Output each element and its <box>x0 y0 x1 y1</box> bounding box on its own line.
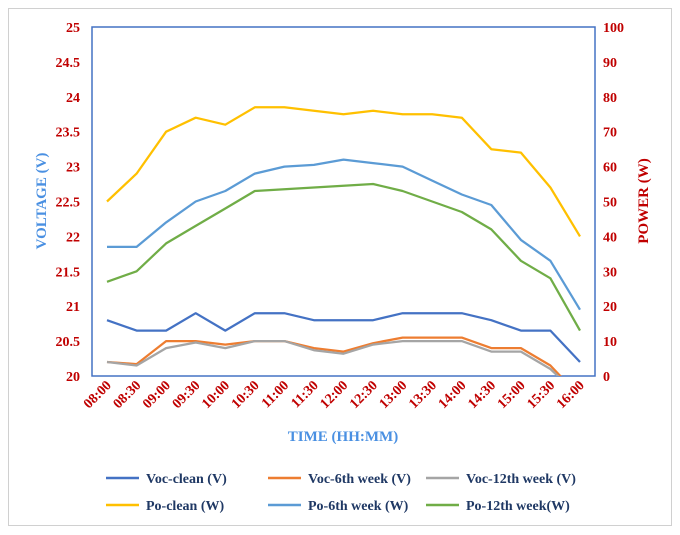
y-tick-label: 22 <box>66 230 80 245</box>
y2-tick-label: 0 <box>603 370 610 385</box>
series-line-0 <box>106 312 581 363</box>
x-tick-label: 10:30 <box>229 378 263 412</box>
y-tick-label: 22.5 <box>56 196 81 211</box>
y2-tick-label: 90 <box>603 56 617 71</box>
series-line-4 <box>107 158 581 311</box>
x-tick-label: 13:30 <box>406 378 440 412</box>
series-line-5 <box>106 182 581 332</box>
y2-tick-label: 40 <box>603 230 617 245</box>
y2-tick-label: 10 <box>603 335 617 350</box>
x-tick-label: 08:30 <box>111 378 145 412</box>
plot-area <box>91 26 596 377</box>
y2-axis-title-power: POWER (W) <box>636 158 652 243</box>
series-lines <box>106 106 581 376</box>
y-tick-label: 24 <box>66 91 80 106</box>
legend: Voc-clean (V) Voc-6th week (V) Voc-12th we… <box>106 472 576 514</box>
x-axis-title-time: TIME (HH:MM) <box>288 429 398 445</box>
y2-tick-label: 30 <box>603 265 617 280</box>
legend-label: Voc-12th week (V) <box>466 472 576 487</box>
x-tick-label: 13:00 <box>377 378 411 412</box>
y2-tick-label: 100 <box>603 21 624 36</box>
y2-tick-label: 60 <box>603 161 617 176</box>
x-tick-label: 14:00 <box>436 378 470 412</box>
y-tick-label: 20 <box>66 370 80 385</box>
y-tick-label: 21.5 <box>56 265 81 280</box>
x-tick-label: 08:00 <box>81 378 115 412</box>
legend-label: Po-6th week (W) <box>308 499 409 514</box>
series-line-3 <box>106 106 581 237</box>
legend-label: Po-12th week(W) <box>466 499 570 514</box>
x-tick-label: 15:00 <box>495 378 529 412</box>
legend-label: Voc-clean (V) <box>146 472 227 487</box>
y-tick-label: 23.5 <box>56 126 81 141</box>
y-tick-label: 21 <box>66 300 80 315</box>
x-tick-label: 10:00 <box>199 378 233 412</box>
x-tick-label: 11:30 <box>289 378 322 411</box>
right-axis-ticks: 0 10 20 30 40 50 60 70 80 90 100 <box>603 21 624 385</box>
legend-label: Po-clean (W) <box>146 499 224 514</box>
legend-label: Voc-6th week (V) <box>308 472 411 487</box>
y2-tick-label: 80 <box>603 91 617 106</box>
y2-tick-label: 50 <box>603 196 617 211</box>
y2-tick-label: 20 <box>603 300 617 315</box>
series-line-1 <box>106 336 562 376</box>
y-tick-label: 23 <box>66 161 80 176</box>
x-tick-label: 12:30 <box>347 378 381 412</box>
x-axis-ticks: 08:0008:3009:0009:3010:0010:3011:0011:30… <box>81 378 588 412</box>
y-axis-title-voltage: VOLTAGE (V) <box>34 153 50 250</box>
x-tick-label: 09:00 <box>140 378 174 412</box>
x-tick-label: 12:00 <box>318 378 352 412</box>
left-axis-ticks: 20 20.5 21 21.5 22 22.5 23 23.5 24 24.5 25 <box>56 21 81 385</box>
x-tick-label: 09:30 <box>170 378 204 412</box>
x-tick-label: 16:00 <box>554 378 588 412</box>
x-tick-label: 15:30 <box>525 378 559 412</box>
y2-tick-label: 70 <box>603 126 617 141</box>
y-tick-label: 25 <box>66 21 80 36</box>
y-tick-label: 20.5 <box>56 335 81 350</box>
x-tick-label: 14:30 <box>465 378 499 412</box>
y-tick-label: 24.5 <box>56 56 81 71</box>
series-line-2 <box>106 339 560 376</box>
x-tick-label: 11:00 <box>259 378 292 411</box>
